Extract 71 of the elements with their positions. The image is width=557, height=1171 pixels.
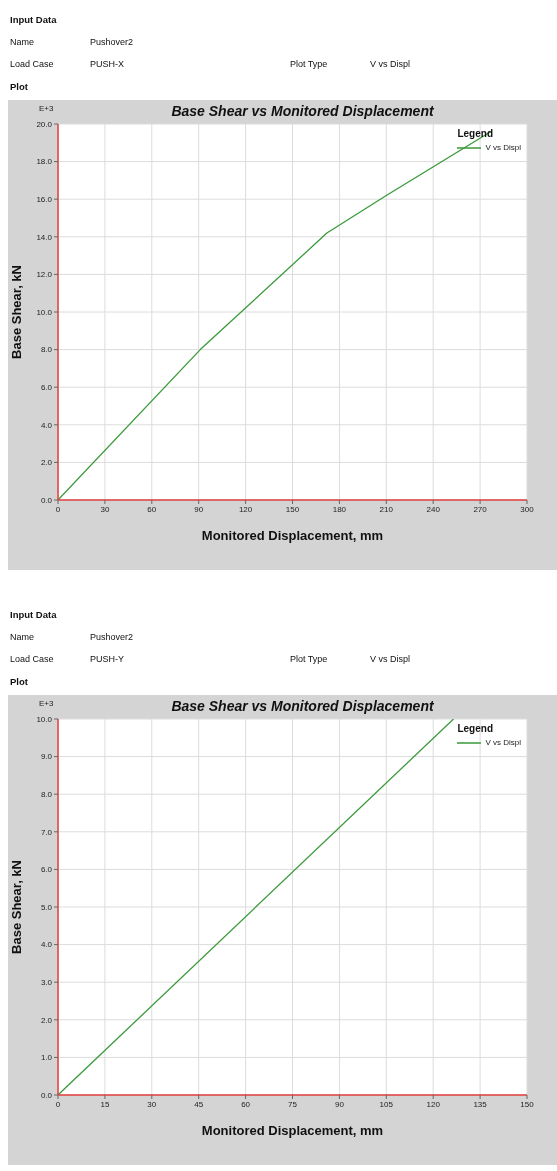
y-tick-label: 9.0 <box>40 752 53 762</box>
y-tick-label: 20.0 <box>36 119 53 129</box>
y-tick-label: 6.0 <box>40 865 53 875</box>
y-tick-label: 4.0 <box>40 940 53 950</box>
legend-title: Legend <box>457 723 494 734</box>
text: Input Data <box>10 14 57 25</box>
y-tick-label: 16.0 <box>36 195 53 205</box>
y-tick-label: 10.0 <box>36 307 53 317</box>
x-tick-label: 30 <box>100 504 110 514</box>
x-tick-label: 210 <box>379 504 394 514</box>
y-tick-label: 7.0 <box>40 827 53 837</box>
y-tick-label: 14.0 <box>36 232 53 242</box>
text: E+3 <box>39 699 54 708</box>
y-tick-label: 8.0 <box>40 790 53 800</box>
text: Name <box>10 37 35 47</box>
y-tick-label: 8.0 <box>40 345 53 355</box>
text: Plot <box>10 676 28 687</box>
x-axis-title: Monitored Displacement, mm <box>201 528 384 543</box>
x-tick-label: 45 <box>194 1099 204 1109</box>
x-tick-label: 150 <box>285 504 300 514</box>
y-tick-label: 10.0 <box>36 714 53 724</box>
x-tick-label: 105 <box>379 1099 394 1109</box>
text: V vs Displ <box>370 654 411 664</box>
x-tick-label: 0 <box>55 1099 61 1109</box>
text: Plot <box>10 81 28 92</box>
x-tick-label: 120 <box>238 504 253 514</box>
text: Load Case <box>10 59 54 69</box>
y-tick-label: 18.0 <box>36 157 53 167</box>
text: Input Data <box>10 609 57 620</box>
y-tick-label: 3.0 <box>40 978 53 988</box>
text: Plot Type <box>290 654 328 664</box>
text: PUSH-X <box>90 59 125 69</box>
x-tick-label: 0 <box>55 504 61 514</box>
text: Pushover2 <box>90 632 134 642</box>
x-tick-label: 15 <box>100 1099 110 1109</box>
text: PUSH-Y <box>90 654 125 664</box>
text: Pushover2 <box>90 37 134 47</box>
x-axis-title: Monitored Displacement, mm <box>201 1123 384 1138</box>
x-tick-label: 90 <box>334 1099 345 1109</box>
y-tick-label: 1.0 <box>40 1053 53 1063</box>
chart-title: Base Shear vs Monitored Displacement <box>171 103 434 119</box>
legend-label: V vs Displ <box>485 738 521 747</box>
x-tick-label: 60 <box>147 504 157 514</box>
x-tick-label: 270 <box>473 504 488 514</box>
y-tick-label: 2.0 <box>40 458 53 468</box>
y-tick-label: 0.0 <box>40 1090 53 1100</box>
x-tick-label: 180 <box>332 504 347 514</box>
text: V vs Displ <box>370 59 411 69</box>
y-tick-label: 12.0 <box>36 270 53 280</box>
x-tick-label: 30 <box>147 1099 157 1109</box>
y-axis-title: Base Shear, kN <box>8 860 24 954</box>
x-tick-label: 150 <box>520 1099 535 1109</box>
x-tick-label: 90 <box>194 504 204 514</box>
text: Load Case <box>10 654 54 664</box>
y-tick-label: 0.0 <box>40 495 53 505</box>
y-tick-label: 5.0 <box>40 902 53 912</box>
chart-title: Base Shear vs Monitored Displacement <box>171 698 434 714</box>
x-tick-label: 135 <box>473 1099 488 1109</box>
legend-label: V vs Displ <box>485 143 521 152</box>
text: Name <box>10 632 35 642</box>
x-tick-label: 75 <box>288 1099 298 1109</box>
y-tick-label: 6.0 <box>40 383 53 393</box>
y-tick-label: 2.0 <box>40 1015 53 1025</box>
x-tick-label: 300 <box>520 504 535 514</box>
text: E+3 <box>39 104 54 113</box>
y-axis-title: Base Shear, kN <box>8 265 24 359</box>
text: Plot Type <box>290 59 328 69</box>
x-tick-label: 60 <box>241 1099 251 1109</box>
x-tick-label: 240 <box>426 504 441 514</box>
y-tick-label: 4.0 <box>40 420 53 430</box>
x-tick-label: 120 <box>426 1099 441 1109</box>
